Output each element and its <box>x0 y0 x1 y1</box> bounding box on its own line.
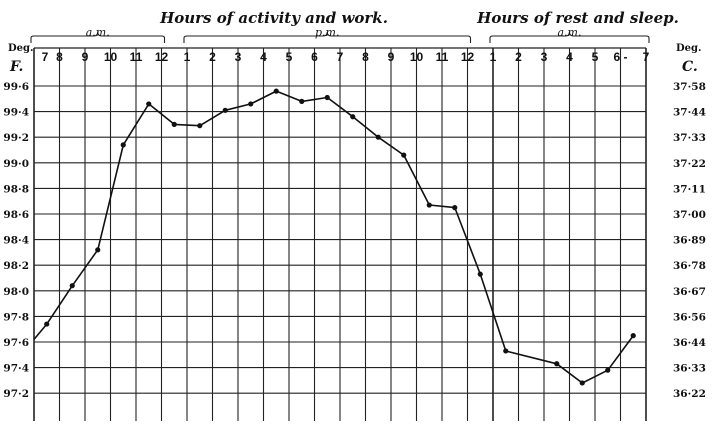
data-point <box>605 367 611 373</box>
right-tick-label: 37·33 <box>673 132 706 144</box>
data-point <box>44 321 50 327</box>
right-tick-label: 36·89 <box>673 235 706 247</box>
right-tick-label: 37·11 <box>673 183 706 195</box>
left-tick-label: 99·0 <box>3 158 29 170</box>
data-point <box>452 205 458 211</box>
hour-label: 12 <box>461 50 475 64</box>
hour-label: 11 <box>130 50 143 64</box>
left-tick-label: 99·4 <box>3 107 29 119</box>
data-point <box>69 283 75 289</box>
hour-label: 4 <box>566 50 573 64</box>
data-point <box>630 333 636 339</box>
right-tick-label: 36·33 <box>673 363 706 375</box>
left-tick-label: 97·4 <box>3 363 29 375</box>
hour-label: 6 - <box>613 50 627 64</box>
data-point <box>299 98 305 104</box>
data-point <box>273 88 279 94</box>
header-activity: Hours of activity and work. <box>159 9 388 27</box>
data-point <box>222 107 228 113</box>
data-point <box>324 94 330 101</box>
data-point <box>375 134 381 140</box>
hour-label: 2 <box>209 50 216 64</box>
data-point <box>401 152 407 158</box>
left-tick-label: 98·2 <box>3 260 29 272</box>
period-bracket <box>183 31 472 43</box>
hour-label: 3 <box>235 50 242 64</box>
right-tick-label: 36·67 <box>673 286 706 298</box>
left-tick-label: 97·8 <box>3 311 29 323</box>
right-tick-label: 37·00 <box>673 209 706 221</box>
period-label: a.m. <box>558 26 582 39</box>
left-tick-label: 98·8 <box>3 183 29 195</box>
right-tick-label: 36·78 <box>673 260 706 272</box>
right-tick-label: 36·22 <box>673 388 706 400</box>
hour-label: 10 <box>104 50 118 64</box>
hour-label: 10 <box>410 50 424 64</box>
right-tick-label: 37·44 <box>673 107 706 119</box>
right-unit-label: C. <box>682 59 698 75</box>
data-point <box>579 380 585 386</box>
data-point <box>197 123 203 129</box>
hour-label: 4 <box>260 50 267 64</box>
hour-label: 11 <box>436 50 449 64</box>
right-tick-label: 36·56 <box>673 311 706 323</box>
right-tick-label: 37·22 <box>673 158 706 170</box>
left-tick-label: 98·6 <box>3 209 29 221</box>
data-point <box>350 114 356 120</box>
left-tick-label: 98·4 <box>3 235 29 247</box>
left-tick-label: 99·2 <box>3 132 29 144</box>
left-tick-label: 99·6 <box>3 81 29 93</box>
period-label: a.m. <box>86 26 110 39</box>
series-temperature <box>33 88 636 386</box>
left-tick-label: 97·2 <box>3 388 29 400</box>
right-tick-label: 36·44 <box>673 337 706 349</box>
right-deg-label: Deg. <box>676 43 702 54</box>
left-unit-label: F. <box>9 59 23 75</box>
right-axis-ticks: 37·58 37·44 37·33 37·22 37·11 37·00 36·89 36·78… <box>673 81 706 400</box>
data-point <box>426 202 432 208</box>
left-tick-label: 98·0 <box>3 286 29 298</box>
hour-label: 1 <box>184 50 191 64</box>
hour-label: 8 <box>362 50 369 64</box>
hour-label: 3 <box>541 50 548 64</box>
hour-label: 12 <box>155 50 169 64</box>
data-point <box>248 101 254 107</box>
left-tick-label: 97·6 <box>3 337 29 349</box>
hour-label: 9 <box>82 50 89 64</box>
data-point <box>120 142 126 148</box>
data-point <box>171 121 177 127</box>
hour-labels: 7 8 9 10 11 12 1 2 3 4 5 6 7 8 9 10 11 12 1 2 3 4 5 6 -7 <box>42 50 650 64</box>
left-deg-label: Deg. <box>8 43 34 54</box>
hour-label: 7 <box>643 50 650 64</box>
data-point <box>477 271 483 277</box>
period-label: p.m. <box>315 26 339 39</box>
hour-label: 7 <box>337 50 344 64</box>
data-point <box>554 361 560 367</box>
left-axis-ticks: 99·6 99·4 99·2 99·0 98·8 98·6 98·4 98·2 98·0 97·8… <box>3 81 29 400</box>
hour-label: 5 <box>592 50 599 64</box>
data-point <box>146 101 152 107</box>
hour-label: 1 <box>490 50 497 64</box>
hour-label: 6 <box>311 50 318 64</box>
hour-label: 8 <box>56 50 63 64</box>
period-bracket <box>30 31 166 43</box>
chart-grid <box>33 47 647 421</box>
right-tick-label: 37·58 <box>673 81 706 93</box>
period-bracket <box>489 31 650 43</box>
data-point <box>503 348 509 354</box>
series-line <box>33 90 634 384</box>
hour-label: 7 <box>42 50 49 64</box>
hour-label: 2 <box>515 50 522 64</box>
data-point <box>95 247 101 253</box>
hour-label: 5 <box>286 50 293 64</box>
hour-label: 9 <box>388 50 395 64</box>
header-rest: Hours of rest and sleep. <box>476 9 679 27</box>
period-brackets: a.m. p.m. a.m. <box>30 26 650 43</box>
